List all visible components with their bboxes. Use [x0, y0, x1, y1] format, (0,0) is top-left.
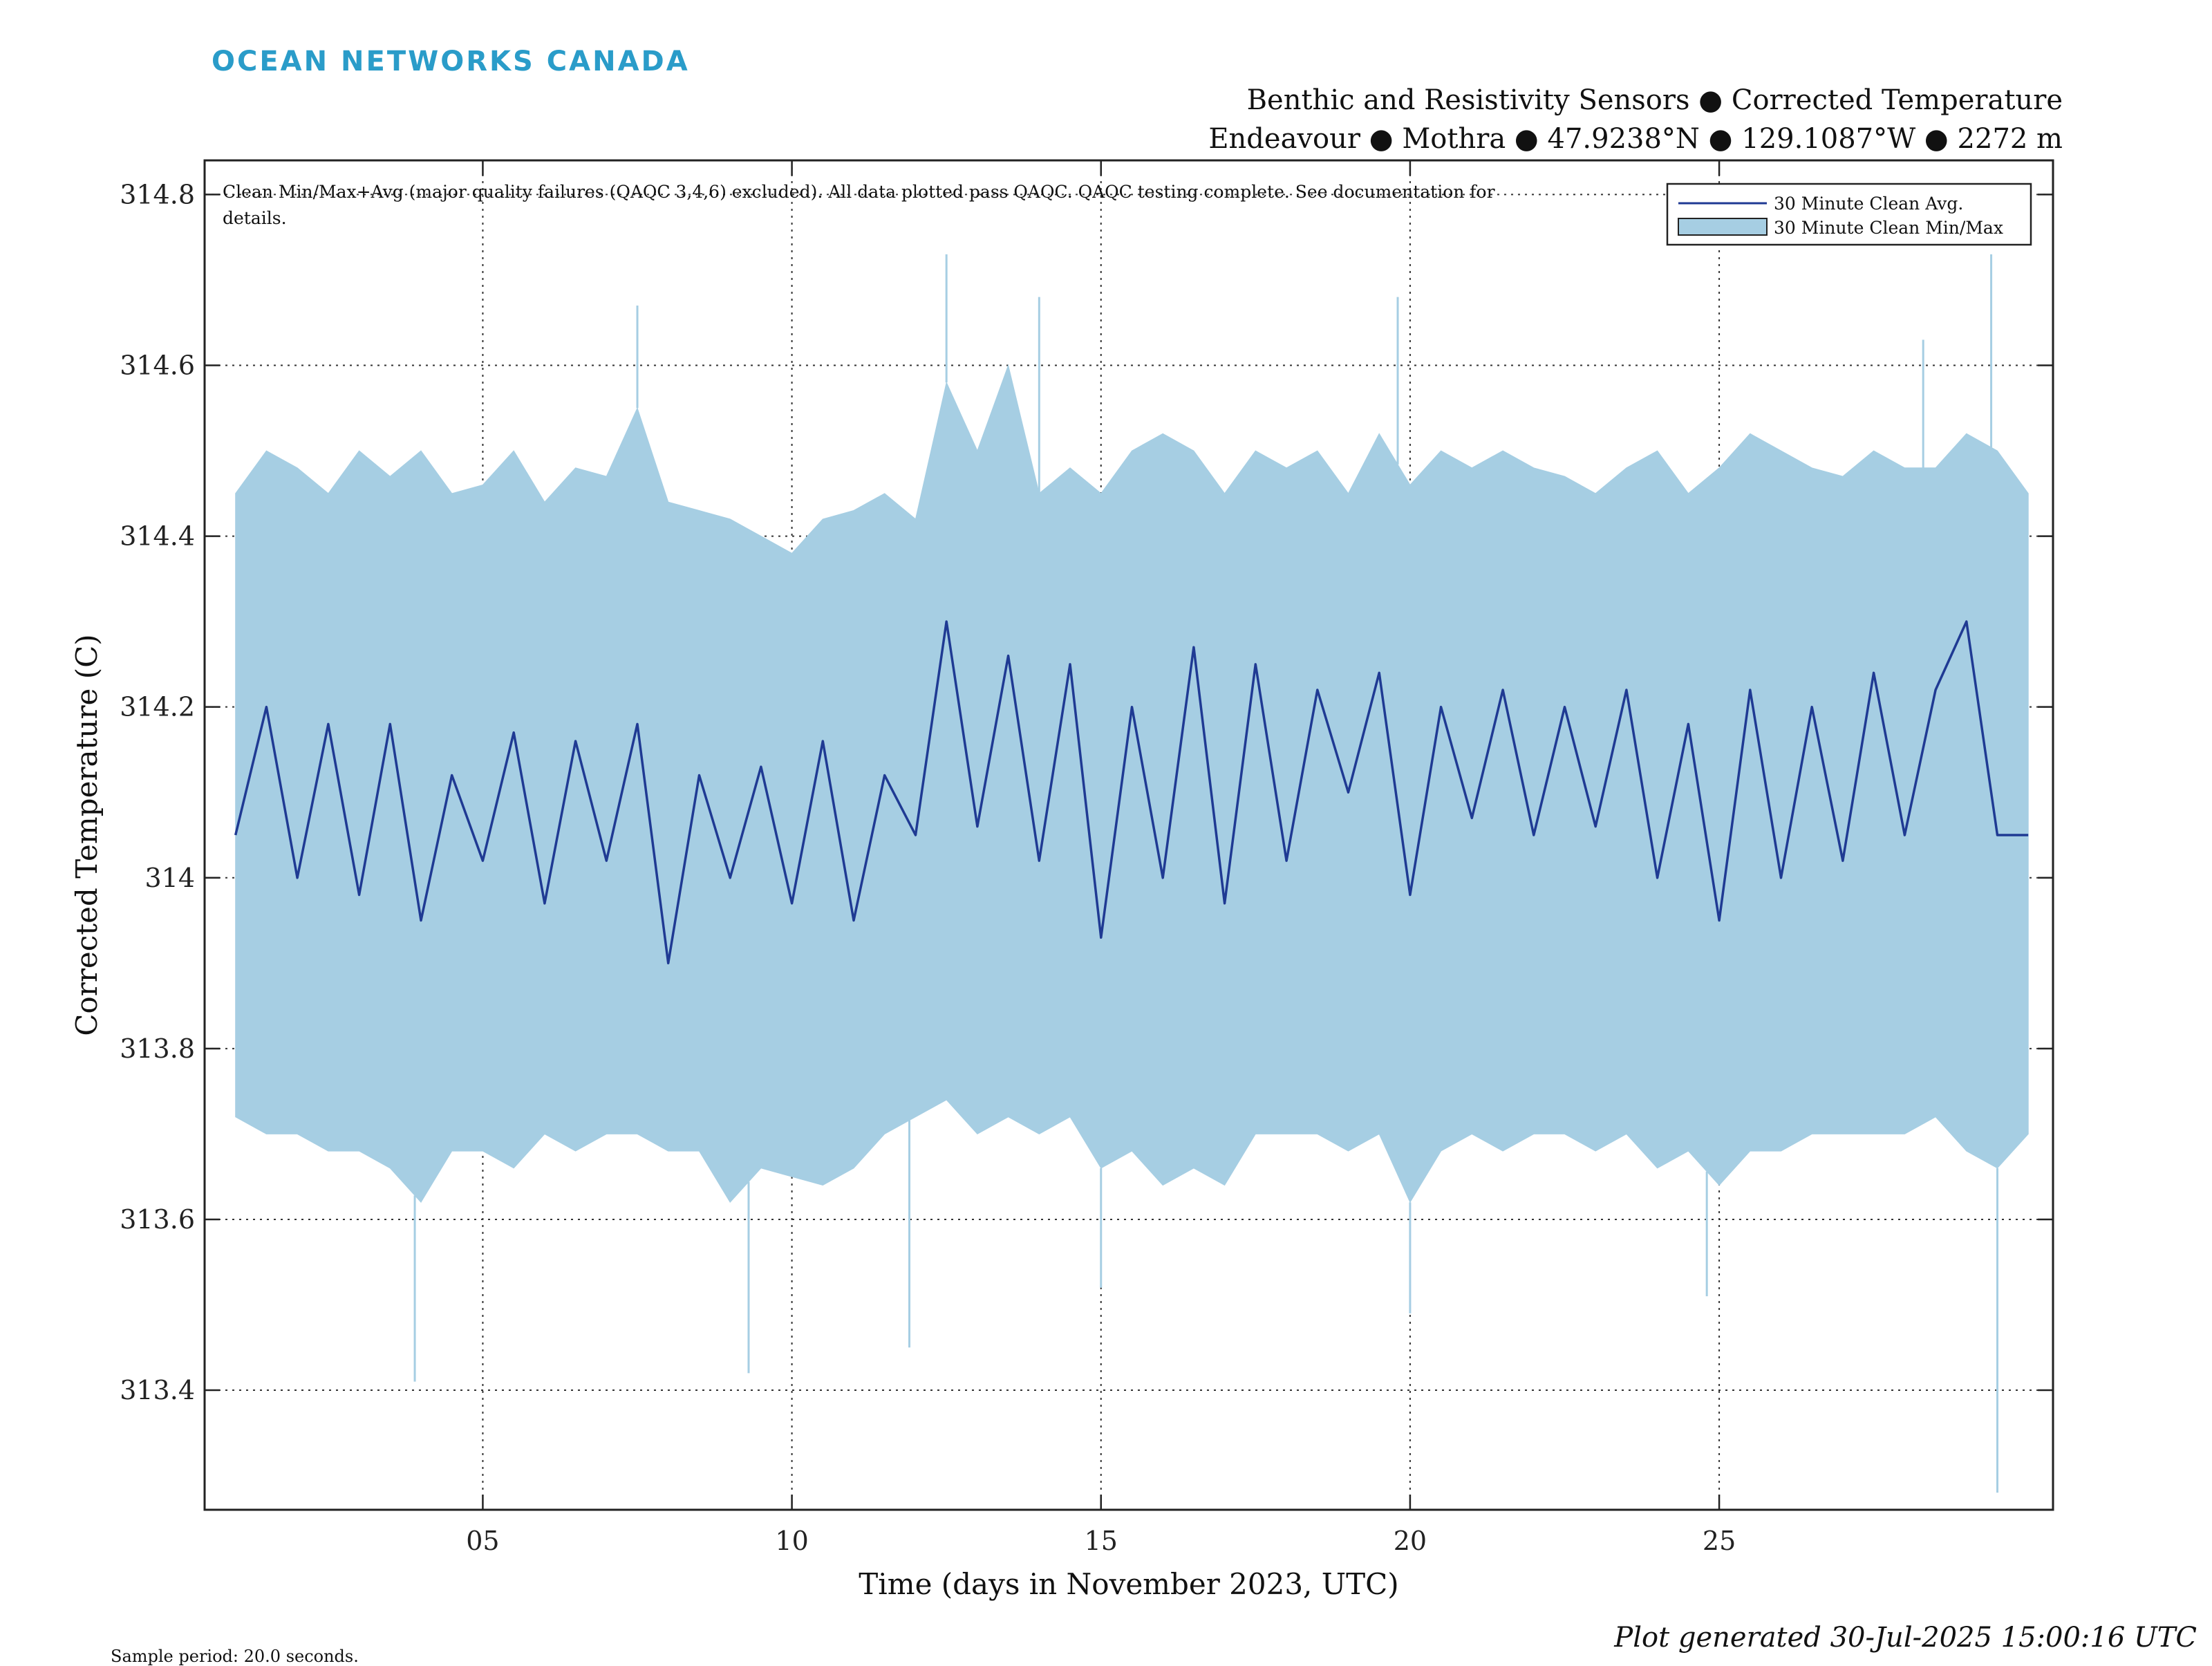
- sample-period-note: Sample period: 20.0 seconds.: [111, 1647, 359, 1666]
- plot-generated-note: Plot generated 30-Jul-2025 15:00:16 UTC: [1614, 1622, 2197, 1654]
- legend: 30 Minute Clean Avg. 30 Minute Clean Min…: [1666, 182, 2032, 246]
- y-tick-label: 314: [144, 863, 195, 893]
- chart-title-line-1: Benthic and Resistivity Sensors ● Correc…: [1246, 84, 2063, 116]
- y-tick-label: 314.4: [120, 521, 195, 552]
- minmax-band: [235, 254, 2029, 1493]
- avg-line: [234, 620, 2029, 965]
- y-tick-label: 314.2: [120, 692, 195, 722]
- y-tick-label: 313.8: [120, 1033, 195, 1064]
- legend-avg-label: 30 Minute Clean Avg.: [1774, 194, 1963, 214]
- axis-ticks: 313.4 313.6 313.8 314 314.2 314.4 314.6 314.8 05…: [120, 160, 2053, 1556]
- legend-minmax-label: 30 Minute Clean Min/Max: [1774, 218, 2003, 238]
- y-tick-label: 313.4: [120, 1375, 195, 1405]
- minmax-band-area: [235, 364, 2029, 1204]
- y-axis-label: Corrected Temperature (C): [70, 634, 104, 1036]
- y-tick-label: 313.6: [120, 1204, 195, 1235]
- avg-line-group: [234, 620, 2029, 965]
- legend-minmax-swatch: [1678, 218, 1768, 236]
- y-tick-label: 314.8: [120, 179, 195, 209]
- x-tick-label: 25: [1703, 1526, 1736, 1556]
- x-axis-label: Time (days in November 2023, UTC): [859, 1567, 1398, 1601]
- x-tick-label: 20: [1394, 1526, 1427, 1556]
- plot-frame: [203, 159, 2054, 1511]
- x-tick-label: 15: [1085, 1526, 1118, 1556]
- chart-title-line-2: Endeavour ● Mothra ● 47.9238°N ● 129.108…: [1208, 123, 2063, 155]
- brand-logo-text: OCEAN NETWORKS CANADA: [212, 46, 690, 77]
- annotation-line-2: details.: [223, 208, 287, 228]
- y-tick-label: 314.6: [120, 350, 195, 381]
- x-tick-label: 10: [775, 1526, 808, 1556]
- annotation-line-1: Clean Min/Max+Avg (major quality failure…: [223, 182, 1495, 202]
- x-tick-label: 05: [466, 1526, 499, 1556]
